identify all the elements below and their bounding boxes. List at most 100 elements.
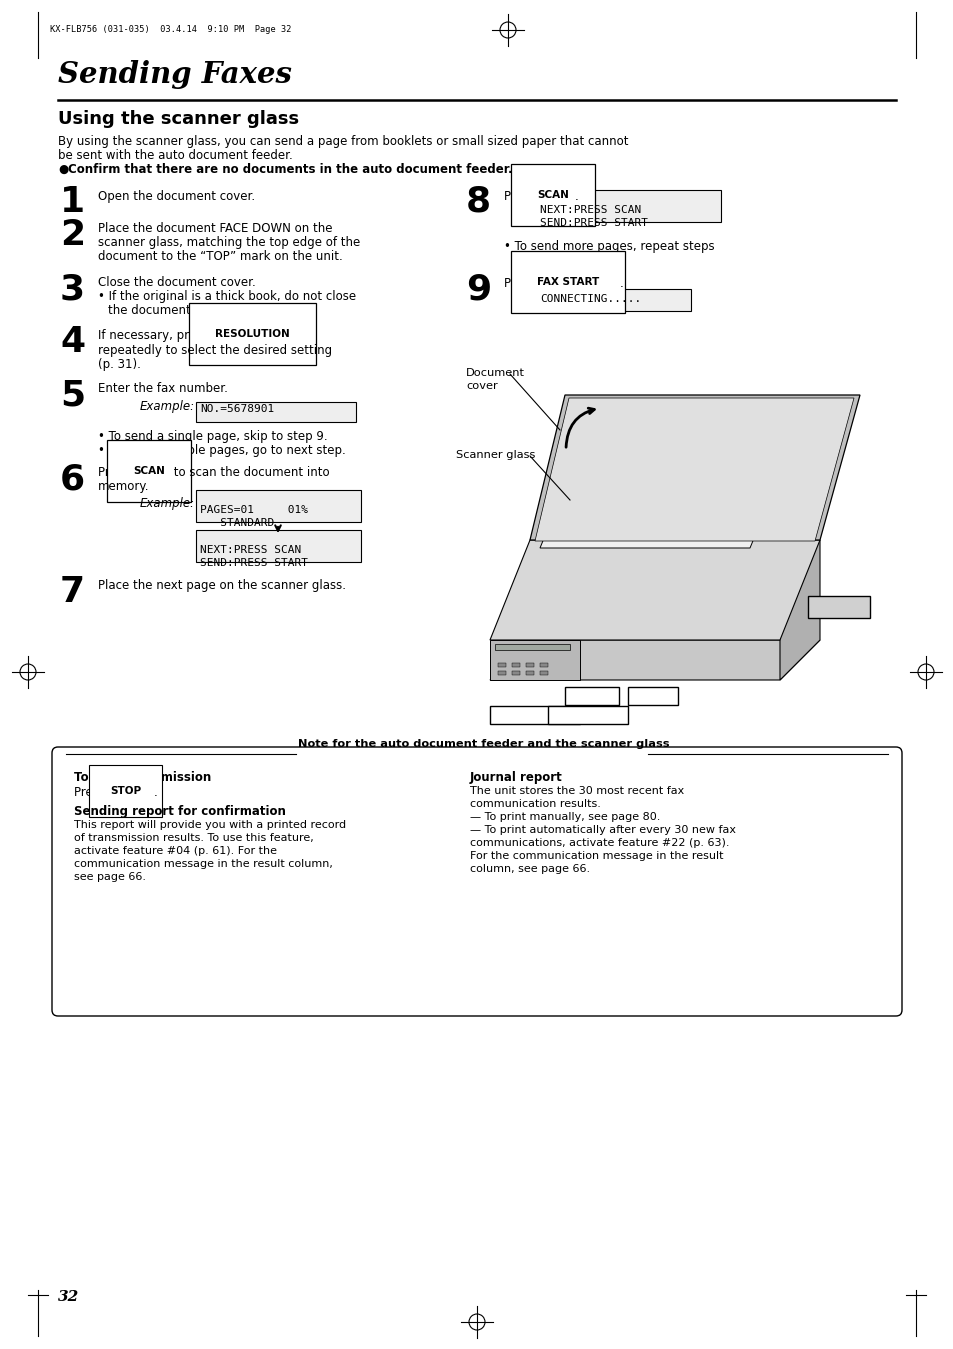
Text: 7: 7 xyxy=(60,575,85,608)
Text: • To send multiple pages, go to next step.: • To send multiple pages, go to next ste… xyxy=(98,444,345,457)
FancyBboxPatch shape xyxy=(525,662,534,666)
FancyBboxPatch shape xyxy=(564,687,618,706)
Text: ●: ● xyxy=(58,163,69,175)
Polygon shape xyxy=(780,540,820,680)
Text: CONNECTING.....: CONNECTING..... xyxy=(539,294,640,304)
Text: scanner glass, matching the top edge of the: scanner glass, matching the top edge of … xyxy=(98,236,360,250)
Text: TOP ►: TOP ► xyxy=(812,600,850,610)
FancyBboxPatch shape xyxy=(52,747,901,1016)
Text: Scanner glass: Scanner glass xyxy=(456,451,535,460)
Text: If necessary, press: If necessary, press xyxy=(98,329,212,343)
Text: Journal report: Journal report xyxy=(470,772,562,784)
Text: SEND:PRESS START: SEND:PRESS START xyxy=(200,558,308,568)
Text: repeatedly to select the desired setting: repeatedly to select the desired setting xyxy=(98,344,332,357)
Text: see page 66.: see page 66. xyxy=(74,871,146,882)
FancyBboxPatch shape xyxy=(195,530,360,563)
FancyBboxPatch shape xyxy=(547,706,627,724)
Text: FAX START: FAX START xyxy=(537,277,598,287)
Text: column, see page 66.: column, see page 66. xyxy=(470,863,590,874)
FancyBboxPatch shape xyxy=(539,662,547,666)
Polygon shape xyxy=(490,639,820,680)
Text: activate feature #04 (p. 61). For the: activate feature #04 (p. 61). For the xyxy=(74,846,276,857)
Text: KX-FLB756 (031-035)  03.4.14  9:10 PM  Page 32: KX-FLB756 (031-035) 03.4.14 9:10 PM Page… xyxy=(50,26,292,34)
Text: Example:: Example: xyxy=(140,401,195,413)
FancyBboxPatch shape xyxy=(539,670,547,674)
Text: .: . xyxy=(575,190,578,202)
Text: SEND:PRESS START: SEND:PRESS START xyxy=(539,219,647,228)
Text: • To send more pages, repeat steps: • To send more pages, repeat steps xyxy=(503,240,714,254)
Text: Using the scanner glass: Using the scanner glass xyxy=(58,111,299,128)
Text: 1: 1 xyxy=(60,185,85,219)
Text: 5: 5 xyxy=(60,378,85,411)
Polygon shape xyxy=(530,395,859,540)
Text: 32: 32 xyxy=(58,1290,79,1304)
Text: communication message in the result column,: communication message in the result colu… xyxy=(74,859,333,869)
Text: memory.: memory. xyxy=(98,480,150,492)
FancyBboxPatch shape xyxy=(490,706,579,724)
Text: The unit stores the 30 most recent fax: The unit stores the 30 most recent fax xyxy=(470,786,683,796)
Text: Press: Press xyxy=(503,190,538,202)
FancyBboxPatch shape xyxy=(807,596,869,618)
Text: This report will provide you with a printed record: This report will provide you with a prin… xyxy=(74,820,346,830)
FancyBboxPatch shape xyxy=(497,662,505,666)
Text: FAX START: FAX START xyxy=(553,708,619,718)
Text: STOP: STOP xyxy=(631,689,664,700)
Text: cover: cover xyxy=(465,380,497,391)
Polygon shape xyxy=(490,639,579,680)
Text: .: . xyxy=(619,277,623,290)
FancyBboxPatch shape xyxy=(195,402,355,422)
Text: 3: 3 xyxy=(60,272,85,306)
Text: Open the document cover.: Open the document cover. xyxy=(98,190,254,202)
Text: NEXT:PRESS SCAN: NEXT:PRESS SCAN xyxy=(200,545,301,554)
FancyBboxPatch shape xyxy=(512,670,519,674)
FancyBboxPatch shape xyxy=(536,190,720,223)
Polygon shape xyxy=(535,398,853,541)
Text: Press: Press xyxy=(503,277,538,290)
Text: 2: 2 xyxy=(60,219,85,252)
Text: — To print manually, see page 80.: — To print manually, see page 80. xyxy=(470,812,659,822)
Text: 9: 9 xyxy=(465,272,491,306)
Text: Place the next page on the scanner glass.: Place the next page on the scanner glass… xyxy=(98,579,346,592)
Text: Example:: Example: xyxy=(140,496,195,510)
Text: To stop transmission: To stop transmission xyxy=(74,772,211,784)
Text: STOP: STOP xyxy=(110,786,141,796)
Text: Press: Press xyxy=(98,465,132,479)
Text: RESOLUTION: RESOLUTION xyxy=(214,329,290,339)
FancyBboxPatch shape xyxy=(497,670,505,674)
FancyBboxPatch shape xyxy=(195,490,360,522)
FancyBboxPatch shape xyxy=(512,662,519,666)
Text: Press: Press xyxy=(74,786,109,799)
Text: Place the document FACE DOWN on the: Place the document FACE DOWN on the xyxy=(98,223,333,235)
Text: SCAN: SCAN xyxy=(569,689,603,700)
Text: — To print automatically after every 30 new fax: — To print automatically after every 30 … xyxy=(470,826,735,835)
Text: PAGES=01     01%: PAGES=01 01% xyxy=(200,505,308,515)
FancyBboxPatch shape xyxy=(536,289,690,312)
Text: Close the document cover.: Close the document cover. xyxy=(98,277,255,289)
Text: By using the scanner glass, you can send a page from booklets or small sized pap: By using the scanner glass, you can send… xyxy=(58,135,628,148)
Text: RESOLUTION: RESOLUTION xyxy=(495,708,569,718)
Text: .: . xyxy=(153,786,157,799)
Text: Confirm that there are no documents in the auto document feeder.: Confirm that there are no documents in t… xyxy=(68,163,512,175)
Text: SCAN: SCAN xyxy=(537,190,568,200)
Text: • If the original is a thick book, do not close: • If the original is a thick book, do no… xyxy=(98,290,355,304)
Text: communications, activate feature #22 (p. 63).: communications, activate feature #22 (p.… xyxy=(470,838,729,849)
Text: 8: 8 xyxy=(465,185,491,219)
Text: to scan the document into: to scan the document into xyxy=(170,465,330,479)
Text: NEXT:PRESS SCAN: NEXT:PRESS SCAN xyxy=(539,205,640,214)
Text: SCAN: SCAN xyxy=(132,465,165,476)
Text: Sending Faxes: Sending Faxes xyxy=(58,59,292,89)
Text: For the communication message in the result: For the communication message in the res… xyxy=(470,851,722,861)
FancyBboxPatch shape xyxy=(525,670,534,674)
Text: STANDARD: STANDARD xyxy=(200,518,274,527)
Text: Enter the fax number.: Enter the fax number. xyxy=(98,382,228,395)
Text: • To send a single page, skip to step 9.: • To send a single page, skip to step 9. xyxy=(98,430,327,442)
Text: of transmission results. To use this feature,: of transmission results. To use this fea… xyxy=(74,832,314,843)
Text: 7 and 8.: 7 and 8. xyxy=(503,254,559,267)
Text: the document cover.: the document cover. xyxy=(108,304,230,317)
Text: (p. 31).: (p. 31). xyxy=(98,357,141,371)
Text: 4: 4 xyxy=(60,325,85,359)
Text: be sent with the auto document feeder.: be sent with the auto document feeder. xyxy=(58,148,293,162)
Polygon shape xyxy=(495,643,569,650)
Text: communication results.: communication results. xyxy=(470,799,600,809)
Text: Note for the auto document feeder and the scanner glass: Note for the auto document feeder and th… xyxy=(297,739,669,749)
